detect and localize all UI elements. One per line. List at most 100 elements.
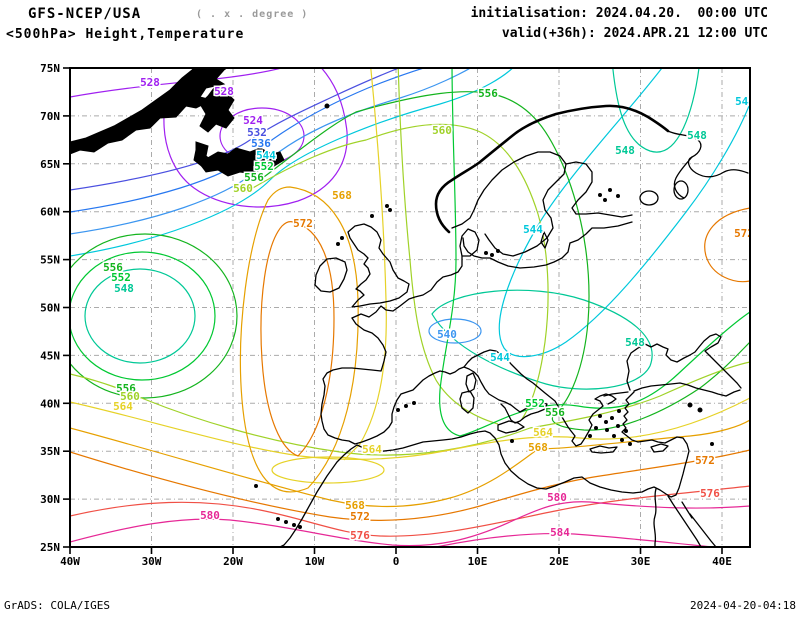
contour-label-572: 572	[293, 217, 313, 230]
contour-564-france	[343, 68, 387, 461]
contour-568-south	[70, 419, 750, 508]
contour-label-552: 552	[525, 397, 545, 410]
lake-ladoga	[639, 190, 659, 206]
contour-556-ridge	[259, 91, 750, 431]
y-axis-label: 25N	[40, 541, 60, 554]
contour-label-548: 548	[687, 129, 707, 142]
y-axis-label: 60N	[40, 206, 60, 219]
mediterranean-islands	[396, 401, 714, 446]
adriatic-greece-coast	[463, 349, 617, 447]
contour-548-finland	[612, 68, 700, 153]
contour-564-south	[70, 397, 750, 460]
red-sea-coast	[667, 495, 702, 547]
contour-544-trough	[498, 68, 750, 358]
black-sea-coast	[626, 333, 742, 391]
axis-labels: 40W 30W 20W 10W 0 10E 20E 30E 40E 75N 70N 65N 60N 55N…	[40, 62, 732, 568]
ireland	[314, 257, 348, 293]
contour-536	[70, 68, 426, 213]
contour-label-560: 560	[432, 124, 452, 137]
contour-label-556: 556	[545, 406, 565, 419]
contour-584-south	[435, 533, 715, 547]
valid-time: valid(+36h): 2024.APR.21 12:00 UTC	[501, 26, 768, 41]
y-axis-label: 75N	[40, 62, 60, 75]
height-contours	[70, 68, 750, 547]
contour-544-nw	[70, 68, 514, 257]
lake-onega	[673, 180, 689, 200]
contour-label-572: 572	[695, 454, 715, 467]
contour-560-south	[70, 361, 750, 456]
contour-552-atlantic-low	[70, 251, 216, 381]
contour-label-552: 552	[254, 160, 274, 173]
contour-labels: 5285285245325365445525565605565525485565…	[102, 75, 755, 544]
contour-572-caspian	[704, 207, 750, 283]
contour-label-584: 584	[550, 526, 570, 539]
contour-540-alps	[428, 318, 482, 344]
contour-label-576: 576	[350, 529, 370, 542]
contour-556-atlantic-low	[70, 233, 238, 399]
contour-label-556: 556	[244, 171, 264, 184]
contour-572-ridge	[260, 221, 335, 457]
contour-560-ridge	[245, 123, 549, 420]
contour-label-528: 528	[214, 85, 234, 98]
contour-label-544: 544	[523, 223, 543, 236]
x-axis-label: 0	[393, 555, 400, 568]
norway-coast	[434, 104, 670, 234]
contour-548-balkans	[431, 289, 653, 390]
contour-label-580: 580	[547, 491, 567, 504]
contour-label-568: 568	[528, 441, 548, 454]
france-iberia-med-coast	[320, 317, 548, 445]
x-axis-label: 30W	[142, 555, 162, 568]
turkey-north-coast	[633, 382, 741, 397]
contour-label-548: 548	[615, 144, 635, 157]
contour-label-560: 560	[120, 390, 140, 403]
contour-label-572: 572	[350, 510, 370, 523]
contour-label-564: 564	[533, 426, 553, 439]
contour-label-536: 536	[251, 137, 271, 150]
y-axis-label: 70N	[40, 110, 60, 123]
y-axis-label: 50N	[40, 302, 60, 315]
finland-coast	[565, 161, 633, 218]
contour-540-nw	[70, 68, 472, 235]
kola-white-sea-coast	[667, 130, 749, 178]
iceland	[199, 147, 285, 177]
baltic-south-coast	[462, 221, 633, 269]
contour-label-556: 556	[478, 87, 498, 100]
contour-label-544: 544	[735, 95, 755, 108]
channel-north-sea-coast	[351, 255, 463, 319]
small-atlantic-islands	[254, 191, 392, 488]
coastlines	[70, 68, 749, 547]
contour-label-548: 548	[625, 336, 645, 349]
contour-label-564: 564	[362, 443, 382, 456]
corsica	[465, 372, 477, 393]
y-axis-label: 30N	[40, 493, 60, 506]
jan-mayen-island	[324, 103, 330, 109]
x-axis-label: 30E	[631, 555, 651, 568]
contour-576-south	[70, 485, 750, 537]
contour-532	[70, 68, 401, 191]
canary-islands	[276, 517, 302, 529]
contour-label-552: 552	[111, 271, 131, 284]
contour-560-france	[397, 68, 499, 425]
contour-label-544: 544	[490, 351, 510, 364]
graticule	[70, 68, 750, 547]
contour-label-548: 548	[114, 282, 134, 295]
y-axis-label: 65N	[40, 158, 60, 171]
contour-label-572: 572	[734, 227, 754, 240]
contour-label-544: 544	[256, 149, 276, 162]
greenland-blosseville	[199, 87, 235, 133]
contour-label-560: 560	[233, 182, 253, 195]
contour-label-532: 532	[247, 126, 267, 139]
x-axis-label: 20W	[223, 555, 243, 568]
x-axis-label: 10W	[305, 555, 325, 568]
field-title: <500hPa> Height,Temperature	[6, 27, 245, 42]
sicily	[497, 420, 525, 434]
contour-564-loop	[271, 456, 385, 484]
turkey-west-south-levant-africa-coast	[279, 391, 690, 547]
contour-label-568: 568	[345, 499, 365, 512]
y-axis-label: 45N	[40, 349, 60, 362]
contour-label-576: 576	[700, 487, 720, 500]
initialisation-time: initialisation: 2024.04.20. 00:00 UTC	[470, 6, 768, 21]
thrace-coast	[603, 391, 629, 397]
contour-label-564: 564	[113, 400, 133, 413]
contour-572-south	[70, 449, 750, 521]
